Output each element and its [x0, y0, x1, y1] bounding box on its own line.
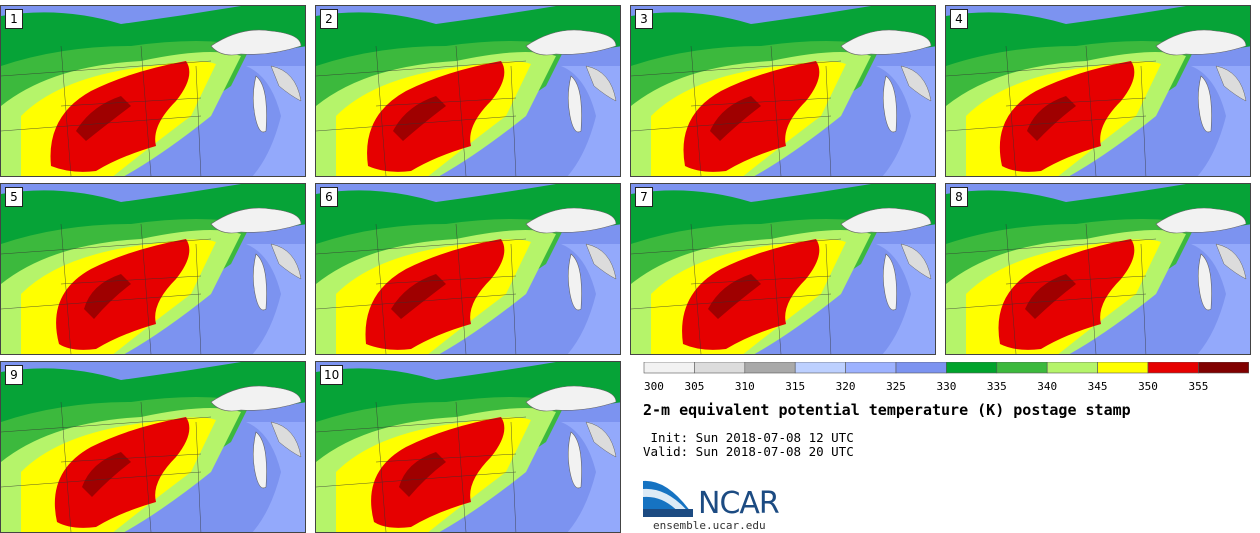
member-panel: 6	[315, 183, 621, 355]
member-panel: 10	[315, 361, 621, 533]
member-panel: 5	[0, 183, 306, 355]
member-label: 3	[635, 9, 653, 29]
theta-e-map	[631, 184, 935, 354]
colorbar-tick-label: 350	[1138, 380, 1158, 392]
init-time: Init: Sun 2018-07-08 12 UTC	[643, 430, 854, 445]
member-panel: 7	[630, 183, 936, 355]
colorbar-tick-label: 340	[1037, 380, 1057, 392]
colorbar-segment	[1046, 362, 1098, 374]
theta-e-map	[316, 184, 620, 354]
theta-e-map	[1, 362, 305, 532]
ncar-swoosh-icon	[643, 480, 693, 517]
valid-time: Valid: Sun 2018-07-08 20 UTC	[643, 444, 854, 459]
colorbar-segment	[643, 362, 695, 374]
colorbar-segment	[694, 362, 746, 374]
member-panel: 2	[315, 5, 621, 177]
colorbar-tick-label: 335	[987, 380, 1007, 392]
ncar-wordmark: NCAR	[698, 486, 780, 521]
member-label: 6	[320, 187, 338, 207]
member-label: 10	[320, 365, 344, 385]
colorbar-tick-label: 330	[936, 380, 956, 392]
colorbar-segment	[996, 362, 1048, 374]
theta-e-map	[1, 6, 305, 176]
figure-title: 2-m equivalent potential temperature (K)…	[643, 401, 1131, 419]
colorbar-tick-label: 310	[735, 380, 755, 392]
colorbar-segment	[946, 362, 998, 374]
colorbar-segment	[895, 362, 947, 374]
theta-e-map	[631, 6, 935, 176]
member-label: 7	[635, 187, 653, 207]
colorbar-segment	[845, 362, 897, 374]
theta-e-map	[946, 184, 1250, 354]
theta-e-map	[946, 6, 1250, 176]
colorbar-tick-label: 315	[785, 380, 805, 392]
colorbar-segment	[1147, 362, 1199, 374]
colorbar-segment	[794, 362, 846, 374]
colorbar-tick-label: 355	[1188, 380, 1208, 392]
member-panel: 1	[0, 5, 306, 177]
colorbar-tick-label: 320	[836, 380, 856, 392]
colorbar-segment	[744, 362, 796, 374]
theta-e-map	[1, 184, 305, 354]
theta-e-map	[316, 6, 620, 176]
member-label: 2	[320, 9, 338, 29]
colorbar-tick-label: 345	[1088, 380, 1108, 392]
colorbar-tick-label: 325	[886, 380, 906, 392]
member-panel: 8	[945, 183, 1251, 355]
colorbar-segment	[1097, 362, 1149, 374]
member-panel: 3	[630, 5, 936, 177]
theta-e-map	[316, 362, 620, 532]
member-label: 9	[5, 365, 23, 385]
member-label: 4	[950, 9, 968, 29]
member-panel: 4	[945, 5, 1251, 177]
colorbar-tick-label: 300	[644, 380, 664, 392]
member-label: 1	[5, 9, 23, 29]
member-label: 8	[950, 187, 968, 207]
member-label: 5	[5, 187, 23, 207]
ensemble-url: ensemble.ucar.edu	[653, 519, 766, 532]
colorbar-tick-label: 305	[684, 380, 704, 392]
colorbar-segment	[1198, 362, 1249, 374]
colorbar: 300 305 310 315 320 325 330 335 340 345 350 355	[643, 362, 1249, 392]
ncar-logo: NCAR ensemble.ucar.edu	[643, 477, 803, 533]
member-panel: 9	[0, 361, 306, 533]
